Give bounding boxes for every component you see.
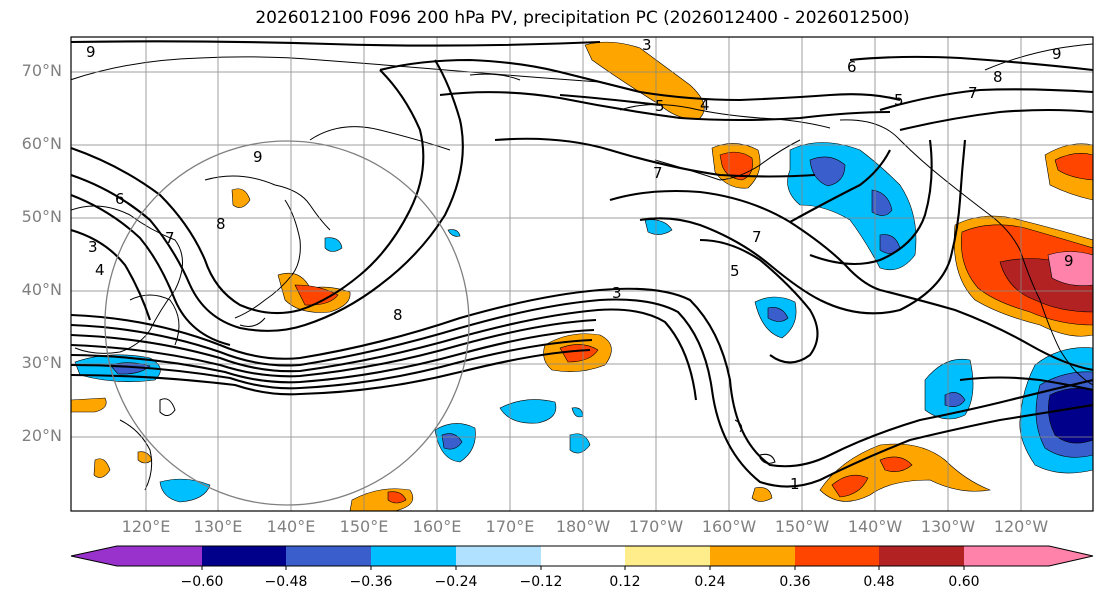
lon-label: 160°W [701,517,757,536]
radius-circle [104,140,470,506]
lon-label: 120°E [121,517,171,536]
contour-label: 9 [253,148,263,166]
colorbar-tick-label: 0.24 [694,574,726,590]
colorbar-tick-label: −0.60 [180,574,224,590]
colorbar [70,545,1094,570]
lon-label: 150°W [774,517,830,536]
colorbar-bin [795,546,880,566]
contour-label: 9 [1064,252,1074,270]
negative-anomaly [569,433,591,454]
negative-anomaly [871,189,893,216]
contour-label: 4 [700,96,710,114]
lon-label: 120°W [993,517,1049,536]
contour-label: 1 [790,475,800,493]
contour-label: 5 [655,97,665,115]
map-frame [70,36,1094,512]
colorbar-tick-label: 0.48 [863,574,895,590]
map-title: 2026012100 F096 200 hPa PV, precipitatio… [255,8,910,28]
lat-label: 20°N [21,426,62,445]
negative-anomaly [1048,388,1093,444]
colorbar-bin [879,546,965,566]
positive-anomaly [559,344,599,363]
positive-anomaly [71,397,107,413]
colorbar-tick-label: 0.36 [779,574,811,590]
colorbar-bin [625,546,711,566]
colorbar-extend-low [71,546,117,566]
contour-label: 7 [165,229,175,247]
contour-label: 8 [393,306,403,324]
colorbar-bin [456,546,542,566]
contour-label: 6 [115,190,125,208]
negative-anomaly [447,229,461,237]
lat-label: 50°N [21,207,62,226]
colorbar-tick-label: 0.12 [609,574,641,590]
colorbar-bin [541,546,626,566]
colorbar-bin [964,546,1050,566]
positive-anomaly [584,41,705,119]
colorbar-tick-label: 0.60 [948,574,980,590]
contour-label: 3 [88,238,98,256]
colorbar-bin [371,546,457,566]
colorbar-bin [202,546,287,566]
contour-label: 8 [993,68,1003,86]
positive-anomaly [93,458,111,478]
lon-label: 180°W [555,517,611,536]
colorbar-tick-label: −0.48 [264,574,308,590]
lon-label: 170°E [485,517,535,536]
lon-label: 130°W [920,517,976,536]
contour-label: 4 [95,261,105,279]
precip-shading [71,41,1093,511]
negative-anomaly [159,478,211,503]
lon-label: 140°W [847,517,903,536]
positive-anomaly [751,487,773,502]
colorbar-tick-label: −0.24 [434,574,478,590]
colorbar-outline [70,545,1094,567]
negative-anomaly [767,307,789,322]
lat-label: 70°N [21,61,62,80]
positive-anomaly [1047,251,1093,286]
lon-label: 160°E [412,517,462,536]
lon-label: 130°E [193,517,243,536]
positive-anomaly [387,491,407,504]
positive-anomaly [231,188,251,208]
contour-label: 8 [216,215,226,233]
positive-anomaly [879,456,913,472]
colorbar-bin [117,546,203,566]
lon-label: 140°E [266,517,316,536]
negative-anomaly [809,156,846,187]
colorbar-bin [710,546,796,566]
colorbar-tick-label: −0.36 [349,574,393,590]
contour-label: 7 [968,84,978,102]
contour-label: 6 [847,58,857,76]
colorbar-extend-high [1049,546,1093,566]
contour-label: 5 [894,91,904,109]
negative-anomaly [499,399,557,424]
colorbar-tick-label: −0.12 [519,574,563,590]
contour-label: 7 [653,164,663,182]
pv-contours [71,40,1093,488]
lon-label: 150°E [339,517,389,536]
contour-label: 3 [642,36,652,54]
contour-label: 7 [752,228,762,246]
contour-label: 9 [1052,45,1062,63]
map-area: 9 6 7 8 3 4 3 6 5 7 8 9 9 5 4 7 5 8 7 3 … [71,36,1093,511]
contour-label: 3 [612,284,622,302]
lat-label: 30°N [21,353,62,372]
negative-anomaly [944,392,966,407]
positive-anomaly [1054,153,1093,181]
contour-label: 9 [86,43,96,61]
negative-anomaly [324,237,343,252]
contour-labels: 9 6 7 8 3 4 3 6 5 7 8 9 9 5 4 7 5 8 7 3 … [86,36,1074,493]
lat-label: 60°N [21,134,62,153]
contour-label: 5 [730,262,740,280]
positive-anomaly [831,474,869,498]
lat-label: 40°N [21,280,62,299]
lon-label: 170°W [628,517,684,536]
colorbar-bin [286,546,372,566]
